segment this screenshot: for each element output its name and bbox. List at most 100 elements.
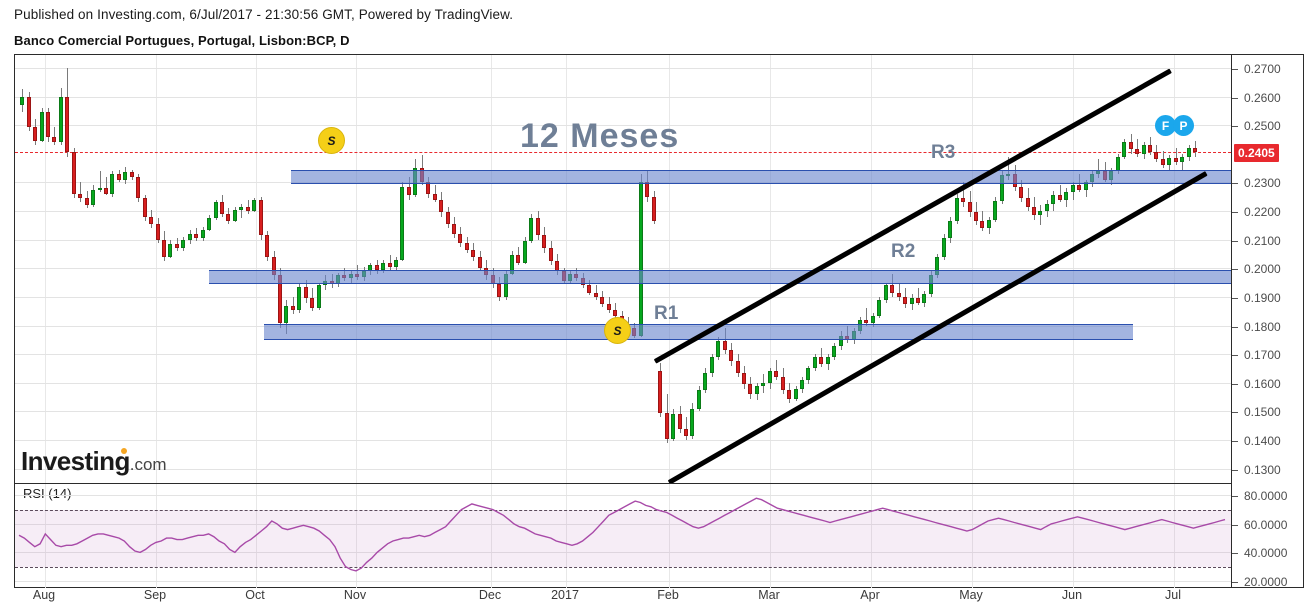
candle-body (1057, 195, 1062, 200)
candle-body (394, 259, 398, 267)
rsi-axis-label: 40.0000 (1244, 546, 1288, 561)
upper-channel-line[interactable] (653, 68, 1173, 364)
candle-wick (1060, 185, 1061, 203)
candle-body (374, 265, 379, 270)
annotation-title-12-meses: 12 Meses (520, 117, 680, 155)
candle-body (432, 193, 437, 200)
candle-body (174, 243, 179, 249)
candle-body (832, 345, 837, 358)
candle-body (297, 286, 302, 310)
flag-p-icon[interactable]: P (1173, 115, 1194, 136)
candle-body (703, 372, 708, 390)
grid-line-horizontal (15, 125, 1231, 127)
grid-line-vertical (356, 484, 357, 588)
candle-body (104, 188, 108, 194)
candle-body (213, 202, 218, 219)
candle-body (696, 389, 701, 409)
candle-body (497, 284, 502, 297)
candle-body (464, 242, 469, 250)
date-axis-label: Dec (478, 588, 502, 602)
candle-body (155, 223, 160, 240)
watermark-suffix: .com (129, 455, 167, 474)
grid-line-vertical (1073, 484, 1074, 588)
candle-body (284, 305, 289, 323)
candle-body (980, 221, 985, 229)
candle-body (986, 219, 991, 229)
price-axis-label: 0.2600 (1244, 90, 1281, 105)
candle-body (735, 361, 740, 373)
price-pane[interactable]: 12 Meses R1 R2 R3 S S F P Investing.com (15, 55, 1231, 483)
candle-body (1064, 192, 1069, 200)
price-axis[interactable]: 0.2700 0.2600 0.2500 0.2300 0.2200 0.2100 0.20… (1232, 54, 1304, 589)
candle-body (1148, 145, 1152, 153)
candle-wick (1008, 156, 1009, 180)
candle-body (110, 173, 115, 194)
resistance-zone-0230[interactable] (291, 169, 1231, 184)
candle-body (39, 112, 44, 141)
candle-wick (963, 182, 964, 207)
candle-body (812, 357, 817, 369)
annotation-r1: R1 (654, 303, 679, 324)
candle-body (729, 349, 734, 362)
rsi-threshold-line (15, 509, 1231, 511)
candle-body (116, 173, 121, 180)
candle-body (129, 172, 134, 177)
grid-line-vertical (972, 484, 973, 588)
grid-line-vertical (156, 484, 157, 588)
price-axis-label: 0.2000 (1244, 262, 1281, 277)
date-axis-label: May (959, 588, 983, 602)
price-axis-label: 0.2300 (1244, 176, 1281, 191)
chart-frame[interactable]: 12 Meses R1 R2 R3 S S F P Investing.com RSI (14) (14, 54, 1232, 588)
published-line: Published on Investing.com, 6/Jul/2017 -… (14, 7, 514, 22)
price-tick (1232, 212, 1238, 214)
candle-body (522, 241, 527, 263)
price-axis-label: 0.2200 (1244, 205, 1281, 220)
rsi-axis-label: 60.0000 (1244, 517, 1288, 532)
candle-body (220, 202, 224, 214)
price-tick (1232, 68, 1238, 70)
candle-wick (899, 282, 900, 302)
candle-body (97, 188, 102, 191)
candle-body (84, 198, 89, 206)
candle-body (387, 262, 392, 267)
candle-body (993, 201, 998, 220)
price-axis-label: 0.1800 (1244, 319, 1281, 334)
zone-0198[interactable] (209, 269, 1231, 285)
candle-wick (776, 359, 777, 380)
candle-wick (1040, 205, 1041, 226)
candle-body (381, 262, 386, 270)
candle-wick (892, 274, 893, 297)
grid-line-horizontal (15, 552, 1231, 554)
candle-body (1141, 145, 1146, 154)
price-axis-label: 0.1300 (1244, 462, 1281, 477)
candle-body (780, 377, 785, 390)
candle-body (793, 388, 798, 399)
candle-body (941, 238, 946, 257)
candle-body (1160, 159, 1165, 166)
rsi-tick (1232, 524, 1238, 526)
price-axis-label: 0.1500 (1244, 405, 1281, 420)
candle-body (974, 212, 978, 222)
candle-wick (866, 308, 867, 326)
price-axis-label: 0.1700 (1244, 348, 1281, 363)
grid-line-horizontal (15, 382, 1231, 384)
grid-line-vertical (566, 484, 567, 588)
candle-body (1122, 142, 1127, 157)
candle-body (26, 96, 31, 127)
rsi-pane[interactable]: RSI (14) (15, 484, 1231, 588)
candle-body (239, 206, 244, 210)
candle-body (452, 223, 456, 234)
candle-body (671, 414, 676, 439)
candle-body (1077, 185, 1082, 190)
candle-body (46, 112, 50, 137)
sell-marker-1[interactable]: S (318, 127, 345, 154)
grid-line-horizontal (15, 268, 1231, 270)
candle-body (800, 379, 804, 389)
flag-f-icon[interactable]: F (1155, 115, 1176, 136)
sell-marker-2[interactable]: S (604, 317, 631, 344)
candle-body (471, 249, 476, 257)
candle-body (748, 384, 753, 395)
candle-body (883, 285, 888, 300)
candle-body (909, 298, 914, 305)
